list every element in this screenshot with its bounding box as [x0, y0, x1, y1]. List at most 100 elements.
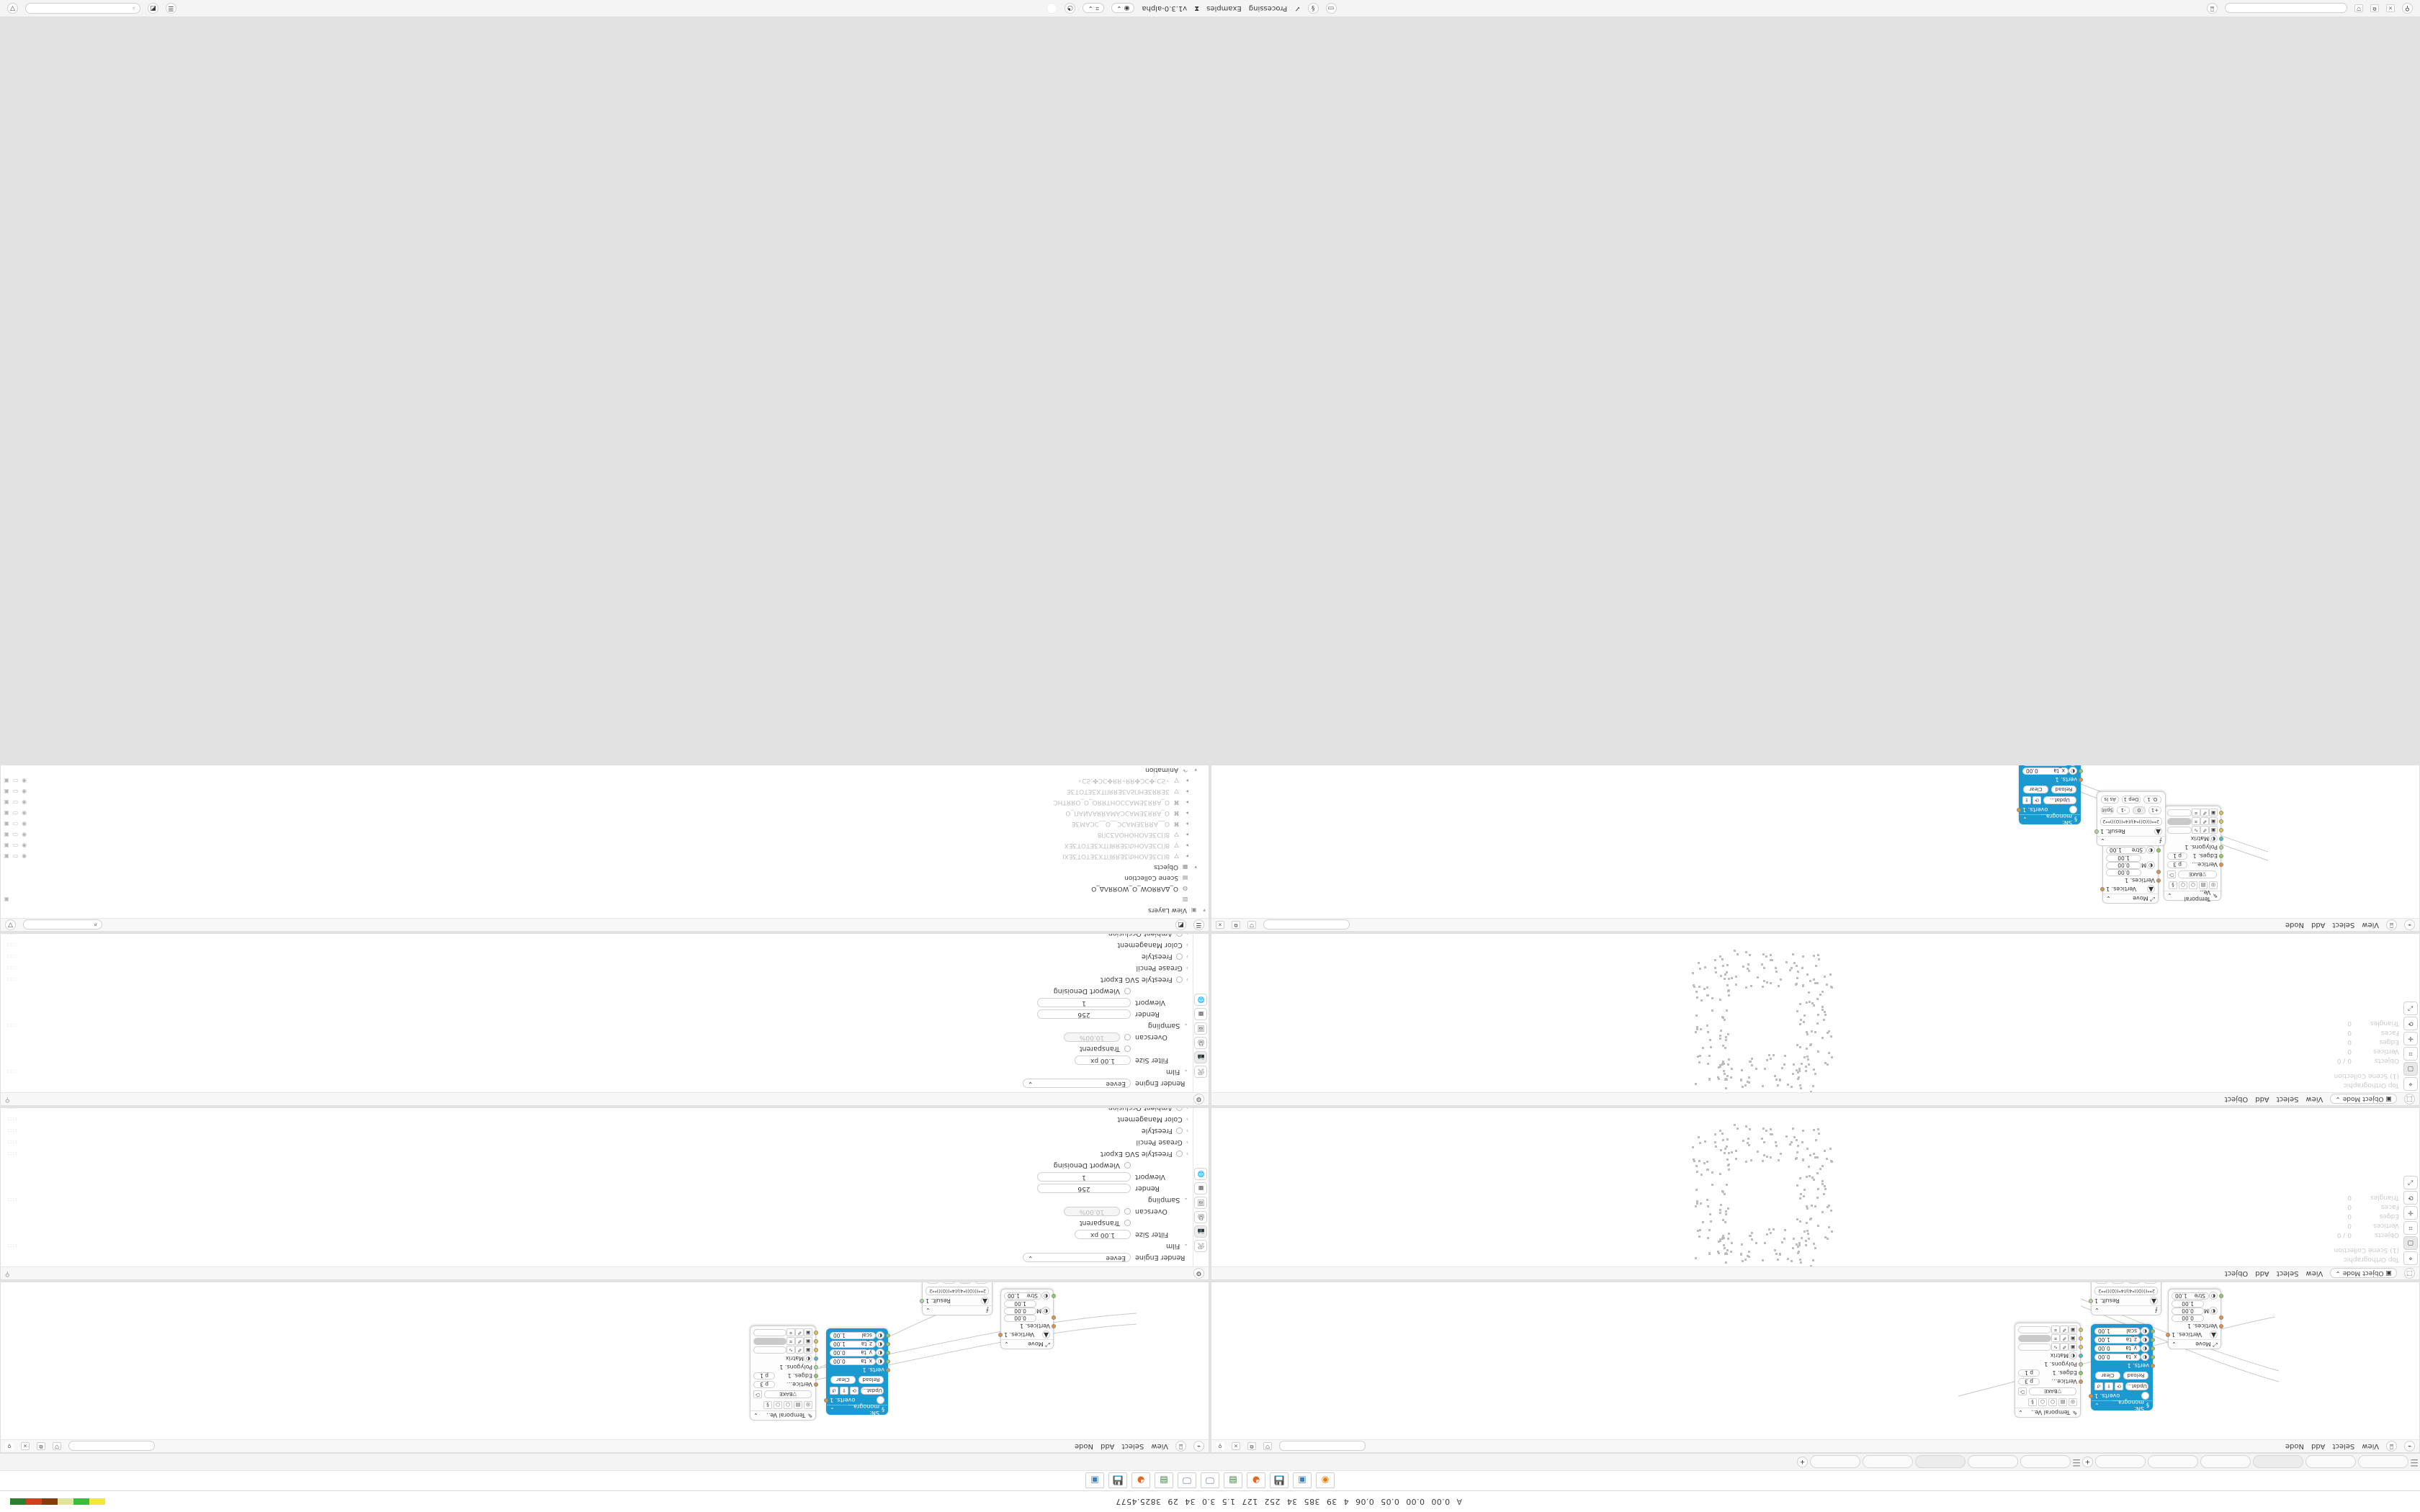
step-plus-button[interactable]: +1: [2143, 1282, 2157, 1284]
node-output-overts[interactable]: ▲ overts. 1: [824, 1396, 887, 1405]
node-move[interactable]: ⤢ Move ⌄ ▲ Vertices. 1 Vertices. 1: [998, 1289, 1056, 1349]
node-monogram-script[interactable]: § SN: monogra... ⌄ ▲ overts. 1 Updat... …: [824, 1328, 890, 1416]
socket-out-vertices[interactable]: [2166, 1333, 2170, 1337]
node-input-matrix[interactable]: ◐ Matrix: [2015, 1351, 2083, 1360]
node-toggle-row[interactable]: ▣ ✐ ⌗: [2015, 1326, 2083, 1334]
panel-icon[interactable]: ▣: [2069, 1343, 2077, 1351]
browse-tree-icon[interactable]: ⌸: [2207, 3, 2218, 14]
socket-toggle[interactable]: [814, 1331, 818, 1335]
node-toggle-row[interactable]: ▣ ✐ ∿: [2015, 1343, 2083, 1351]
bake-button[interactable]: ▽ BAKE: [2178, 870, 2217, 878]
camera-icon[interactable]: ▣: [4, 778, 9, 784]
circle-icon[interactable]: ○: [2179, 881, 2187, 889]
render-samples-row[interactable]: Render 256: [6, 1183, 1188, 1194]
properties-editor[interactable]: 🛠 📷 🖨 🖼 ▦ 🌐 Render Engine Eevee: [1, 1108, 1209, 1266]
overscan-radio[interactable]: [1124, 1208, 1131, 1215]
properties-editor[interactable]: 🛠 📷 🖨 🖼 ▦ 🌐 Render Engine Eevee: [1, 934, 1209, 1092]
eye-icon[interactable]: ◉: [22, 799, 27, 806]
properties-body[interactable]: 🛠 📷 🖨 🖼 ▦ 🌐 Render Engine Eevee: [1, 934, 1209, 1092]
node-menu-select[interactable]: Select: [2332, 921, 2355, 929]
mesh-icon[interactable]: ⌗: [2192, 817, 2200, 826]
socket-y[interactable]: [886, 1351, 890, 1355]
field-x-ta[interactable]: x_ta 0.00: [2094, 1354, 2141, 1361]
status-search-input[interactable]: ⌕: [25, 3, 140, 14]
ambient-occlusion-radio[interactable]: [1175, 934, 1183, 937]
brush-icon[interactable]: ✐: [2200, 809, 2209, 817]
update-button[interactable]: Updat...: [861, 1387, 884, 1395]
blender-icon[interactable]: ◉: [1316, 1472, 1335, 1489]
socket-in-vertices[interactable]: [1052, 1324, 1056, 1328]
filter-size-row[interactable]: Filter Size 1.00 px: [6, 1055, 1188, 1066]
chevron-down-icon[interactable]: ⌄: [753, 1412, 758, 1419]
chevron-up-icon[interactable]: ▲: [2210, 1331, 2218, 1339]
circle-icon[interactable]: ○: [2189, 881, 2197, 889]
pin-icon[interactable]: ⚲: [1216, 1442, 1224, 1450]
workspace-tab[interactable]: [1810, 1455, 1860, 1469]
filter-icon[interactable]: ▽: [7, 3, 18, 14]
viewport-samples-value[interactable]: 1: [1037, 1172, 1131, 1182]
filter-size-value[interactable]: 1.00 px: [1075, 1230, 1131, 1240]
outliner-tree[interactable]: ▾ ▣ View Layers ▥ ▣ ◍: [1, 765, 1209, 918]
node-input-polygons[interactable]: Polygons. 1: [750, 1363, 818, 1372]
view-layer-icon[interactable]: 🖼: [1194, 1197, 1208, 1209]
workspace-tab[interactable]: [2305, 1455, 2356, 1469]
socket-vector[interactable]: [2219, 1315, 2223, 1320]
node-input-edges[interactable]: Edges. 1 p 1: [750, 1372, 818, 1380]
node-tree-name-field[interactable]: [68, 1441, 155, 1452]
socket-scale[interactable]: [886, 1333, 890, 1338]
split-button[interactable]: Split: [2101, 806, 2114, 814]
brush-icon[interactable]: ✐: [2200, 817, 2209, 826]
panel-icon[interactable]: ▣: [804, 1346, 812, 1354]
node-toggle-row[interactable]: ▣ ✐ ∿: [2164, 826, 2223, 834]
workspace-tab[interactable]: [1968, 1455, 2018, 1469]
console-icon[interactable]: ▭: [1325, 3, 1337, 14]
disclosure-triangle-icon[interactable]: ▸: [1186, 821, 1188, 827]
node-temporal-viewer[interactable]: ✎ Temporal Ve.. ⌄ ◎ ▤ ○ ○ §: [750, 1326, 818, 1421]
node-editor-icon[interactable]: ⌁: [2404, 1441, 2415, 1452]
brush-icon[interactable]: ✐: [2060, 1326, 2069, 1334]
step-zero-button[interactable]: 0: [2133, 806, 2146, 814]
record-icon[interactable]: ◎: [804, 1401, 812, 1409]
filter-size-value[interactable]: 1.00 px: [1075, 1056, 1131, 1066]
outliner-row-object[interactable]: ▸ ▽ 8ႶƆƷΕΛOHႻƷΕЯЯႶTXƷΕTOTƷΕXI ◉ ▭ ▣: [4, 852, 1188, 860]
book-icon[interactable]: ▤: [2199, 881, 2208, 889]
node-field-z[interactable]: ◐ z_ta 1.00: [827, 1340, 890, 1349]
sverchok-icon[interactable]: ◔: [1065, 3, 1076, 14]
helix-icon[interactable]: §: [2028, 1398, 2037, 1406]
disclosure-triangle-icon[interactable]: ▸: [1186, 842, 1188, 849]
node-strength-field[interactable]: ◐ Stre 1.00: [2103, 846, 2161, 855]
vector-z[interactable]: 1.00: [2172, 1300, 2205, 1308]
viewport-icon[interactable]: ⬚: [2404, 1268, 2415, 1279]
driver-icon[interactable]: ◐: [2141, 1327, 2149, 1336]
section-freestyle[interactable]: › Freestyle ::::: [6, 953, 1188, 961]
node-strength-field[interactable]: ◐ Stre 1.00: [1001, 1292, 1056, 1300]
vector-x[interactable]: 0.00: [2172, 1315, 2205, 1322]
browse-tree-icon[interactable]: ⌸: [2386, 919, 2397, 930]
camera-icon[interactable]: ▣: [4, 788, 9, 795]
shield-icon[interactable]: ⛉: [53, 1442, 61, 1450]
chevron-down-icon[interactable]: ⌄: [2100, 837, 2105, 845]
disclosure-triangle-icon[interactable]: ▸: [1186, 778, 1188, 784]
node-toggle-row[interactable]: ▣ ✐ ⌗: [750, 1328, 818, 1337]
toggle-slider[interactable]: [2167, 809, 2192, 816]
driver-icon[interactable]: ◐: [876, 1340, 884, 1349]
screen-icon[interactable]: ▭: [12, 832, 19, 838]
shield-icon[interactable]: ⛉: [1247, 921, 1256, 929]
chevron-down-icon[interactable]: ⌄: [2172, 1341, 2177, 1348]
mesh-icon[interactable]: ⌗: [2192, 809, 2200, 817]
mesh-icon[interactable]: ⌗: [2051, 1334, 2060, 1343]
load-icon[interactable]: ⇪: [2022, 796, 2031, 804]
node-input-verts[interactable]: verts. 1: [2092, 1362, 2155, 1370]
screen-icon[interactable]: ▭: [12, 788, 19, 795]
node-input-verts[interactable]: verts. 1: [2020, 775, 2083, 784]
world-icon[interactable]: 🌐: [1194, 1168, 1208, 1180]
as-is-dropdown[interactable]: As Is: [2101, 796, 2120, 804]
camera-icon[interactable]: ▣: [4, 810, 9, 816]
socket-edges[interactable]: [2079, 1371, 2083, 1375]
socket-vector[interactable]: [1052, 1315, 1056, 1320]
socket-toggle[interactable]: [2219, 828, 2223, 832]
socket-polygons[interactable]: [814, 1365, 818, 1369]
green-disk-icon[interactable]: ▤: [1224, 1472, 1242, 1489]
step-minus-button[interactable]: -1: [2117, 806, 2130, 814]
socket-x[interactable]: [2151, 1355, 2155, 1359]
